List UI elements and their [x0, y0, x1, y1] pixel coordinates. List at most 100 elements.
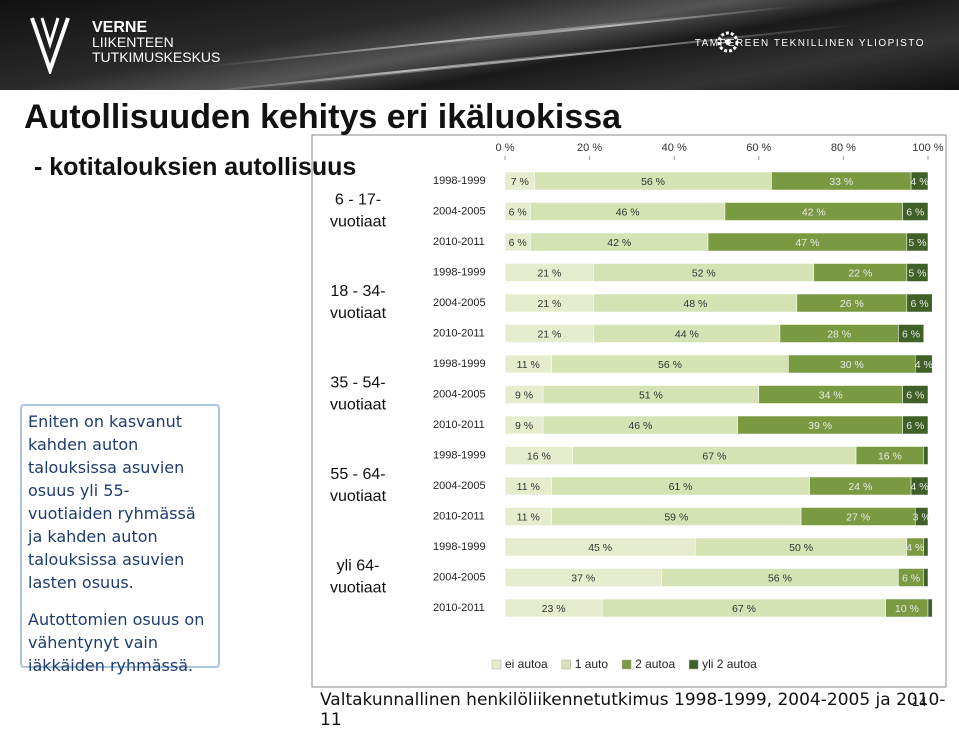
- group-label: yli 64-: [337, 558, 380, 575]
- value-label: 52 %: [692, 267, 716, 279]
- value-label: 56 %: [641, 176, 665, 188]
- value-label: 37 %: [571, 572, 595, 584]
- value-label: 51 %: [639, 389, 663, 401]
- value-label: 50 %: [789, 542, 813, 554]
- bar-segment: [915, 507, 929, 526]
- value-label: 5 %: [908, 237, 926, 249]
- value-label: 45 %: [588, 542, 612, 554]
- university-name: TAMPEREEN TEKNILLINEN YLIOPISTO: [694, 38, 925, 49]
- value-label: 10 %: [895, 603, 919, 615]
- value-label: 11 %: [517, 359, 540, 371]
- category-label: 2004-2005: [433, 571, 486, 583]
- legend-swatch: [561, 659, 571, 670]
- note-paragraph: Autottomien osuus on vähentynyt vain iäk…: [28, 610, 205, 675]
- category-label: 2004-2005: [433, 480, 486, 492]
- logo-line: VERNE: [92, 19, 148, 36]
- value-label: 30 %: [840, 359, 864, 371]
- value-label: 34 %: [819, 389, 843, 401]
- category-label: 2010-2011: [433, 602, 485, 614]
- value-label: 56 %: [658, 359, 682, 371]
- value-label: 28 %: [827, 328, 851, 340]
- value-label: 3 %: [913, 511, 931, 523]
- value-label: 26 %: [840, 298, 864, 310]
- value-label: 67 %: [702, 450, 726, 462]
- value-label: 24 %: [848, 481, 872, 493]
- category-label: 2004-2005: [433, 388, 486, 400]
- group-label: 35 - 54-: [330, 375, 385, 392]
- chart: 0 % 20 % 40 % 60 % 80 % 100 % 6 - 17- vuotiaat 1…: [311, 134, 947, 688]
- value-label: 9 %: [515, 420, 533, 432]
- page-number: 14: [912, 694, 927, 709]
- bar-segment: [910, 171, 929, 191]
- value-label: 46 %: [628, 420, 652, 432]
- value-label: 16 %: [878, 450, 902, 462]
- footer-text: Valtakunnallinen henkilöliikennetutkimus…: [320, 690, 946, 730]
- legend-label: yli 2 autoa: [702, 657, 757, 671]
- chart-frame: [311, 134, 947, 688]
- category-label: 2010-2011: [433, 236, 485, 248]
- value-label: 61 %: [669, 481, 693, 493]
- value-label: 6 %: [509, 206, 527, 218]
- bar-segment: [923, 537, 929, 557]
- value-label: 46 %: [616, 206, 640, 218]
- value-label: 4 %: [906, 542, 924, 554]
- value-label: 6 %: [906, 389, 924, 401]
- x-tick-label: 60 %: [746, 142, 771, 154]
- value-label: 23 %: [542, 603, 566, 615]
- value-label: 11 %: [517, 511, 540, 523]
- value-label: 4 %: [910, 176, 928, 188]
- legend-label: ei autoa: [505, 657, 548, 671]
- category-label: 2010-2011: [433, 510, 485, 522]
- group-label: 6 - 17-: [335, 192, 381, 209]
- group-label: vuotiaat: [330, 305, 387, 322]
- bar-segment: [906, 232, 929, 252]
- group-label: vuotiaat: [330, 397, 387, 414]
- category-label: 1998-1999: [433, 541, 486, 553]
- value-label: 47 %: [795, 237, 819, 249]
- value-label: 67 %: [732, 603, 756, 615]
- category-label: 2004-2005: [433, 297, 486, 309]
- bar-segment: [927, 598, 933, 618]
- group-label: vuotiaat: [330, 214, 387, 231]
- group-label: 55 - 64-: [330, 466, 385, 483]
- value-label: 6 %: [902, 328, 920, 340]
- bar-segment: [902, 385, 929, 404]
- note-paragraph: Eniten on kasvanut kahden auton talouksi…: [28, 412, 196, 592]
- value-label: 42 %: [607, 237, 631, 249]
- legend-swatch: [621, 659, 632, 670]
- bar-segment: [923, 568, 929, 587]
- bar-segment: [902, 415, 929, 435]
- legend-label: 2 autoa: [635, 657, 675, 671]
- value-label: 4 %: [910, 481, 928, 493]
- group-label: 18 - 34-: [330, 283, 385, 300]
- value-label: 16 %: [527, 450, 551, 462]
- category-label: 1998-1999: [433, 449, 486, 461]
- value-label: 48 %: [683, 298, 707, 310]
- logo-mark: [30, 17, 70, 74]
- value-label: 42 %: [802, 206, 826, 218]
- header-banner: VERNE LIIKENTEEN TUTKIMUSKESKUS TAMPEREE…: [0, 0, 959, 90]
- value-label: 59 %: [664, 511, 688, 523]
- value-label: 33 %: [829, 176, 853, 188]
- legend-swatch: [688, 659, 699, 670]
- x-tick-label: 40 %: [662, 142, 687, 154]
- bar-segment: [906, 263, 929, 282]
- legend-swatch: [491, 659, 502, 670]
- legend-label: 1 auto: [575, 657, 609, 671]
- value-label: 6 %: [910, 298, 928, 310]
- category-label: 2010-2011: [433, 327, 485, 339]
- bar-segment: [923, 446, 929, 465]
- note-box: Eniten on kasvanut kahden auton talouksi…: [20, 404, 220, 675]
- value-label: 6 %: [906, 206, 924, 218]
- category-label: 1998-1999: [433, 358, 486, 370]
- value-label: 9 %: [515, 389, 533, 401]
- bar-segment: [898, 324, 925, 343]
- group-label: vuotiaat: [330, 580, 387, 597]
- bar-segment: [902, 202, 929, 221]
- group-label: vuotiaat: [330, 488, 387, 505]
- category-label: 1998-1999: [433, 175, 486, 187]
- category-label: 1998-1999: [433, 266, 486, 278]
- value-label: 21 %: [537, 328, 561, 340]
- logo-line: TUTKIMUSKESKUS: [92, 49, 221, 65]
